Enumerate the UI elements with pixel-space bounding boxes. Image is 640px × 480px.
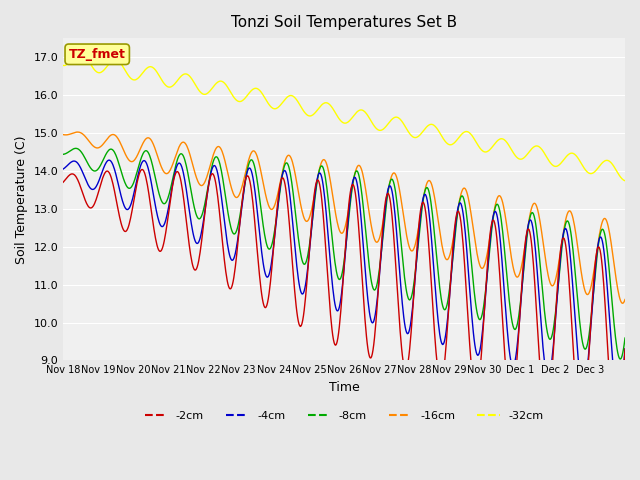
Text: TZ_fmet: TZ_fmet	[68, 48, 125, 61]
Title: Tonzi Soil Temperatures Set B: Tonzi Soil Temperatures Set B	[231, 15, 457, 30]
X-axis label: Time: Time	[329, 381, 360, 394]
Y-axis label: Soil Temperature (C): Soil Temperature (C)	[15, 135, 28, 264]
Legend: -2cm, -4cm, -8cm, -16cm, -32cm: -2cm, -4cm, -8cm, -16cm, -32cm	[140, 407, 548, 426]
